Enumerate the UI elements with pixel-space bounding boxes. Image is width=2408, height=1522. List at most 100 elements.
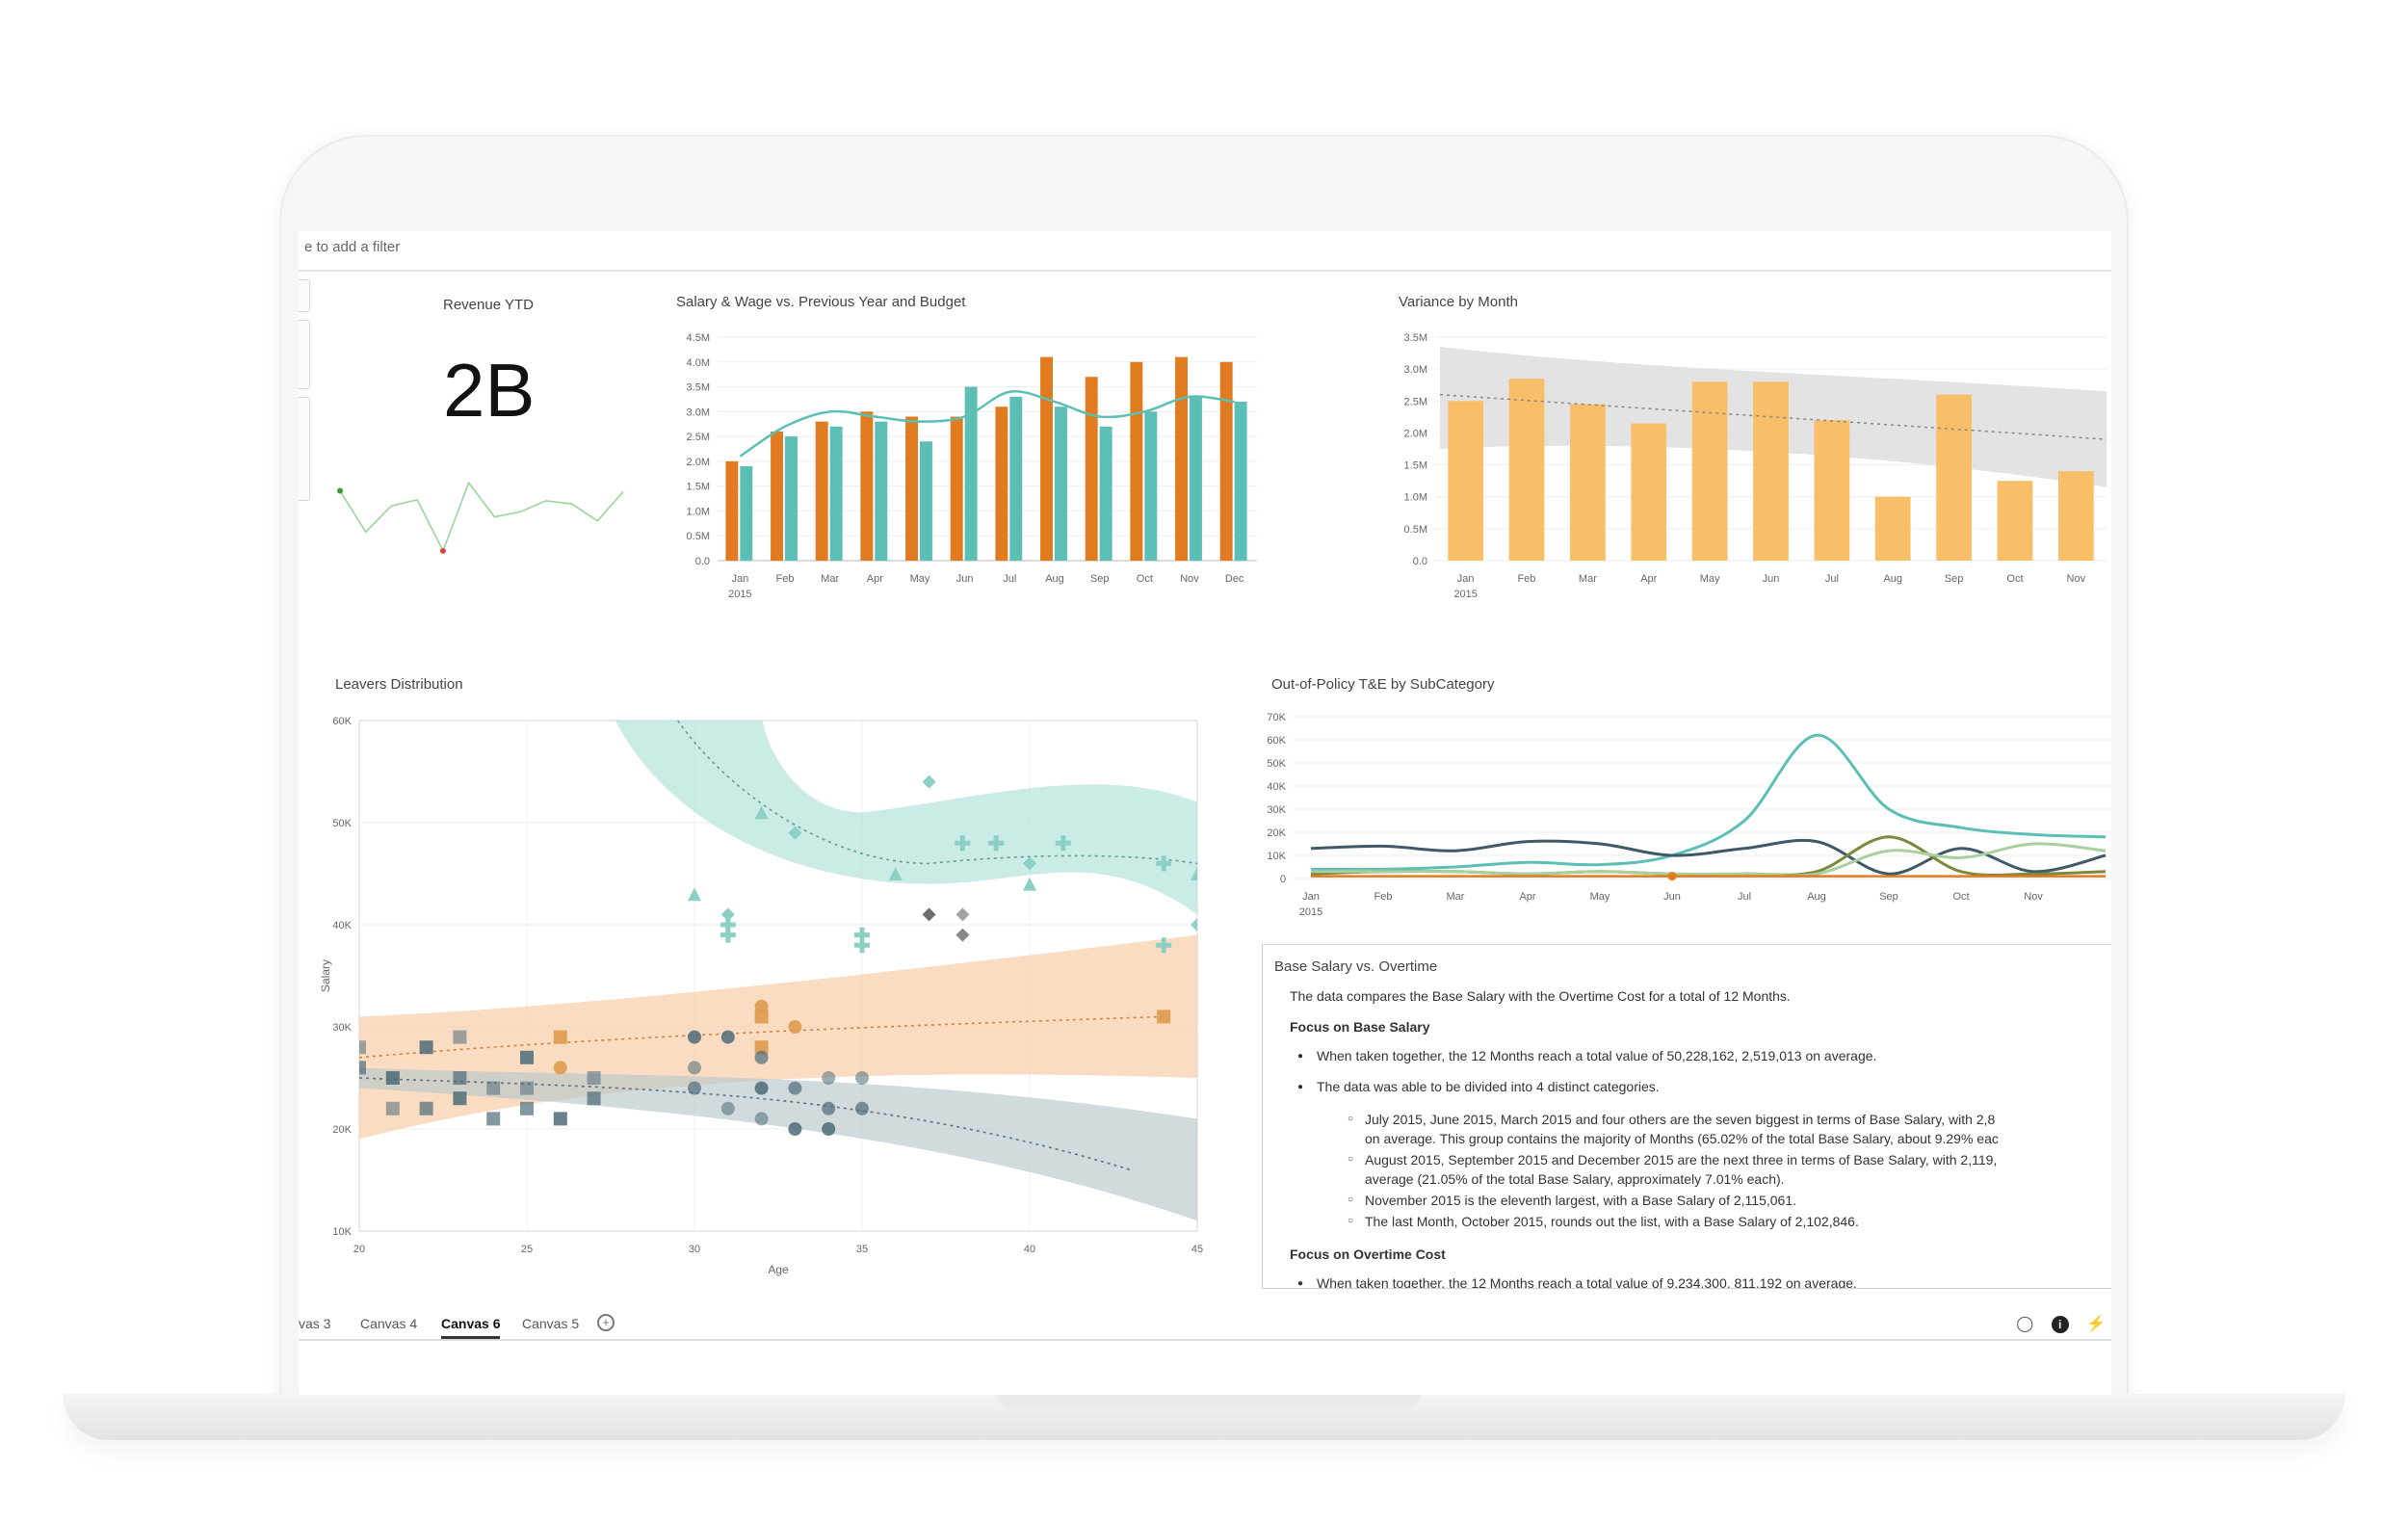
y-tick-label: 70K <box>1267 712 1286 723</box>
slate-point <box>520 1101 534 1115</box>
tab-canvas-5[interactable]: Canvas 5 <box>522 1316 580 1331</box>
scatter-chart-title: Leavers Distribution <box>335 676 463 693</box>
x-tick-label: Oct <box>1137 573 1153 585</box>
bar <box>785 436 798 561</box>
y-tick-label: 30K <box>332 1022 352 1034</box>
slate-point <box>453 1071 467 1085</box>
x-tick-label: Aug <box>1883 573 1902 585</box>
y-tick-label: 1.5M <box>687 482 710 493</box>
panel-tab[interactable] <box>299 279 310 312</box>
teal-point <box>1156 937 1172 954</box>
y-tick-label: 50K <box>332 818 352 829</box>
bar <box>771 431 783 561</box>
y-tick-label: 0.0 <box>695 556 710 567</box>
y-tick-label: 60K <box>1267 735 1286 747</box>
bar <box>1055 407 1067 561</box>
y-tick-label: 1.0M <box>687 506 710 517</box>
y-tick-label: 3.5M <box>687 382 710 394</box>
slate-point <box>754 1112 769 1126</box>
bar <box>829 426 843 561</box>
y-tick-label: 0.5M <box>1404 524 1427 536</box>
slate-point <box>520 1050 534 1064</box>
bar <box>1753 381 1789 561</box>
bar <box>2057 471 2094 561</box>
slate-point <box>822 1122 836 1136</box>
series-line <box>1310 838 2107 876</box>
y-tick-label: 10K <box>332 1226 352 1238</box>
bar <box>860 411 874 561</box>
y-tick-label: 60K <box>332 716 352 727</box>
variance-bar-chart[interactable]: 0.0 0.5M 1.0M 1.5M 2.0M 2.5M 3.0M 3.5M Jan Feb Mar… <box>1382 323 2111 612</box>
narrative-panel: Base Salary vs. Overtime The data compar… <box>1262 944 2111 1289</box>
info-icon[interactable]: i <box>2051 1316 2069 1333</box>
plot-area <box>359 721 1197 1221</box>
line-chart-title: Out-of-Policy T&E by SubCategory <box>1271 676 1495 693</box>
bar <box>725 460 739 561</box>
tab-canvas-6[interactable]: Canvas 6 <box>441 1316 501 1339</box>
kpi-title: Revenue YTD <box>443 297 534 313</box>
x-tick-label: Jun <box>1663 891 1681 903</box>
series-line <box>1310 842 2107 878</box>
teal-point <box>788 826 802 840</box>
teal-point <box>1023 856 1036 871</box>
bar <box>1234 402 1247 561</box>
panel-tab[interactable] <box>299 397 310 501</box>
slate-point <box>955 928 970 942</box>
teal-point <box>988 835 1005 852</box>
add-canvas-icon[interactable]: + <box>597 1314 615 1331</box>
slate-point <box>822 1101 836 1115</box>
bar <box>1190 396 1202 561</box>
slate-point <box>922 907 936 922</box>
orange-point <box>754 1010 769 1024</box>
budget-line <box>739 389 1235 458</box>
leavers-scatter-chart[interactable]: 10K 20K 30K 40K 50K 60K 20 25 30 35 40 45 Age Salary <box>316 703 1260 1291</box>
x-tick-label: 20 <box>353 1244 365 1255</box>
x-tick-label: Aug <box>1807 891 1826 903</box>
y-tick-label: 0 <box>1280 874 1286 885</box>
x-tick-label: Jun <box>956 573 974 585</box>
x-tick-label: Sep <box>1090 573 1110 585</box>
bar <box>1085 377 1098 561</box>
x-tick-label: Nov <box>1180 573 1199 585</box>
narrative-subbullet: November 2015 is the eleventh largest, w… <box>1348 1191 2111 1210</box>
x-tick-label: Apr <box>867 573 883 585</box>
panel-tab[interactable] <box>299 320 310 389</box>
bar <box>1009 396 1023 561</box>
slate-point <box>720 1101 735 1115</box>
tne-line-chart[interactable]: 0 10K 20K 30K 40K 50K 60K 70K Jan Feb Mar Apr May Jun… <box>1257 705 2111 936</box>
slate-point <box>855 1101 869 1115</box>
x-tick-label: Jul <box>1825 573 1839 585</box>
salary-bar-chart[interactable]: 0.0 0.5M 1.0M 1.5M 2.0M 2.5M 3.0M 3.5M 4.0M 4.5M J… <box>665 323 1271 612</box>
x-tick-label: 35 <box>856 1244 868 1255</box>
x-tick-label: Dec <box>1225 573 1244 585</box>
x-tick-label: Aug <box>1045 573 1064 585</box>
filter-bar[interactable]: e to add a filter <box>299 231 2111 272</box>
teal-point <box>720 907 735 922</box>
x-tick-label: 45 <box>1191 1244 1203 1255</box>
y-tick-label: 30K <box>1267 804 1286 816</box>
narrative-heading: Focus on Overtime Cost <box>1290 1246 1446 1262</box>
narrative-bullet: The data was able to be divided into 4 d… <box>1297 1079 2111 1094</box>
x-tick-label: Sep <box>1945 573 1964 585</box>
lightning-icon[interactable]: ⚡ <box>2086 1316 2106 1332</box>
tab-canvas-3[interactable]: vas 3 <box>299 1316 331 1331</box>
x-tick-label: Apr <box>1519 891 1535 903</box>
slate-point <box>855 1071 869 1085</box>
bar <box>1099 426 1112 561</box>
x-tick-label: Jul <box>1738 891 1751 903</box>
y-tick-label: 3.5M <box>1404 332 1427 344</box>
dashboard-screen: e to add a filter Revenue YTD 2B Salary … <box>299 231 2111 1395</box>
status-icons: ◯ i ⚡ <box>2002 1314 2106 1333</box>
slate-point <box>520 1081 534 1095</box>
narrative-subbullet: August 2015, September 2015 and December… <box>1348 1150 2111 1189</box>
orange-point <box>1157 1010 1171 1024</box>
y-tick-label: 1.0M <box>1404 492 1427 504</box>
teal-point <box>1191 867 1197 880</box>
y-tick-label: 20K <box>1267 827 1286 839</box>
x-tick-label: Jun <box>1763 573 1780 585</box>
lightbulb-icon[interactable]: ◯ <box>2016 1316 2034 1332</box>
teal-point <box>1191 918 1197 932</box>
tab-canvas-4[interactable]: Canvas 4 <box>360 1316 418 1331</box>
teal-point <box>854 927 870 943</box>
